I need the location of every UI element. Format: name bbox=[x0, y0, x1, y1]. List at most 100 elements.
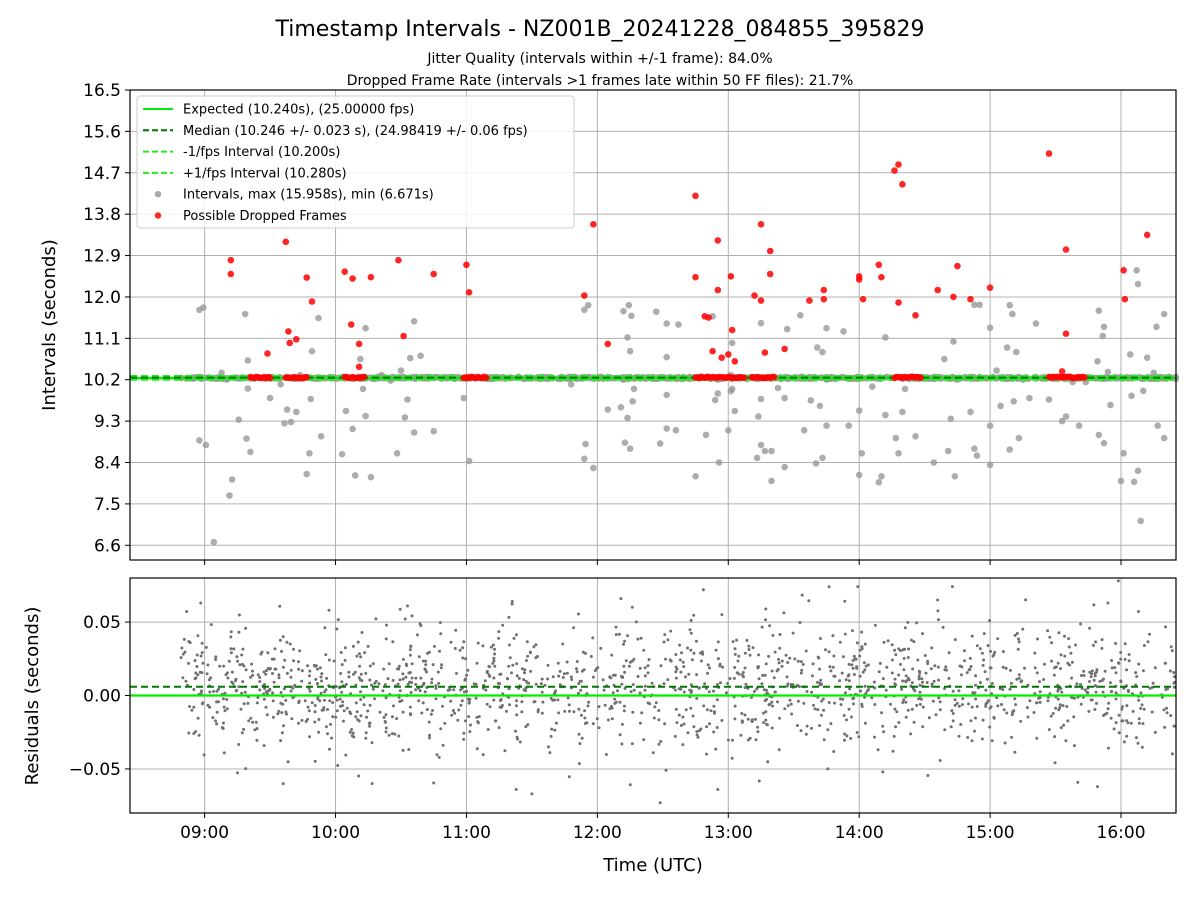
interval-point bbox=[797, 312, 804, 319]
residual-point bbox=[811, 662, 815, 666]
residual-point bbox=[196, 673, 200, 677]
residual-point bbox=[1114, 691, 1118, 695]
residual-point bbox=[812, 703, 815, 707]
residual-point bbox=[554, 689, 557, 693]
residual-point bbox=[894, 653, 898, 657]
residual-point bbox=[354, 715, 358, 719]
residual-point bbox=[501, 623, 505, 627]
residual-point bbox=[675, 721, 679, 725]
residual-point bbox=[351, 731, 355, 735]
residual-point bbox=[827, 701, 831, 704]
interval-point bbox=[814, 344, 821, 351]
residual-point bbox=[821, 697, 825, 701]
dropped-frame-point bbox=[264, 350, 271, 357]
residual-point bbox=[419, 676, 423, 680]
residual-point bbox=[525, 640, 529, 644]
residual-point bbox=[249, 675, 252, 679]
residual-point bbox=[902, 656, 906, 660]
residual-point bbox=[733, 666, 737, 669]
residual-point bbox=[1013, 697, 1017, 701]
residual-point bbox=[681, 743, 685, 747]
residual-point bbox=[720, 719, 724, 722]
interval-point bbox=[1045, 396, 1053, 403]
residual-point bbox=[802, 701, 806, 705]
residual-point bbox=[251, 669, 254, 673]
residual-point bbox=[790, 712, 794, 716]
residual-point bbox=[682, 690, 686, 694]
residual-point bbox=[720, 613, 724, 617]
residual-point bbox=[1074, 643, 1077, 647]
residual-point bbox=[200, 689, 203, 693]
residual-point bbox=[596, 666, 600, 670]
chart-subtitle-jitter: Jitter Quality (intervals within +/-1 fr… bbox=[426, 51, 772, 67]
interval-point bbox=[675, 321, 682, 328]
residual-point bbox=[1062, 723, 1066, 727]
interval-point bbox=[1026, 394, 1033, 402]
residual-point bbox=[384, 726, 388, 730]
interval-point bbox=[617, 404, 625, 411]
residual-point bbox=[467, 715, 471, 719]
residual-point bbox=[622, 709, 626, 713]
residual-point bbox=[1057, 708, 1061, 712]
residual-point bbox=[659, 664, 663, 668]
residual-point bbox=[344, 682, 348, 686]
residual-point bbox=[320, 679, 323, 683]
interval-point bbox=[855, 407, 863, 414]
residual-point bbox=[1038, 680, 1041, 684]
residual-point bbox=[217, 687, 221, 691]
residual-point bbox=[1088, 626, 1092, 630]
residual-point bbox=[1094, 640, 1097, 644]
residual-point bbox=[689, 648, 693, 652]
residual-point bbox=[907, 647, 910, 651]
residual-point bbox=[1035, 736, 1039, 740]
interval-point bbox=[1137, 517, 1144, 525]
residual-point bbox=[262, 697, 266, 701]
legend-label: Expected (10.240s), (25.00000 fps) bbox=[183, 103, 414, 118]
residual-point bbox=[1165, 706, 1169, 710]
residual-point bbox=[832, 750, 836, 753]
residual-point bbox=[357, 719, 361, 723]
interval-point bbox=[1095, 431, 1103, 439]
residual-point bbox=[497, 636, 501, 640]
residual-point bbox=[704, 687, 708, 690]
residual-point bbox=[520, 710, 524, 714]
residual-point bbox=[452, 688, 456, 692]
residual-point bbox=[281, 702, 285, 706]
residual-point bbox=[474, 696, 478, 700]
dropped-frame-point bbox=[757, 297, 765, 304]
top-y-tick-label: 7.5 bbox=[94, 495, 121, 515]
residual-point bbox=[791, 631, 795, 635]
residual-point bbox=[1125, 668, 1129, 672]
residual-point bbox=[674, 653, 678, 656]
residual-point bbox=[488, 705, 492, 709]
residual-point bbox=[282, 724, 285, 728]
residual-point bbox=[1098, 679, 1102, 683]
interval-point bbox=[315, 314, 322, 322]
residual-point bbox=[251, 720, 255, 724]
residual-point bbox=[244, 626, 248, 630]
dropped-frame-point bbox=[463, 261, 470, 269]
interval-point bbox=[1104, 368, 1112, 376]
residual-point bbox=[516, 737, 519, 741]
residual-point bbox=[1015, 677, 1019, 681]
residual-point bbox=[1101, 677, 1105, 681]
residual-point bbox=[882, 730, 886, 734]
residual-point bbox=[974, 683, 978, 687]
dropped-frame-point bbox=[692, 192, 699, 200]
residual-point bbox=[866, 663, 870, 667]
residual-point bbox=[575, 667, 578, 671]
dropped-frame-point bbox=[341, 268, 349, 276]
residual-point bbox=[699, 727, 703, 731]
residual-point bbox=[636, 637, 640, 641]
residual-point bbox=[960, 703, 964, 707]
residual-point bbox=[971, 691, 975, 695]
residual-point bbox=[851, 666, 855, 670]
residual-point bbox=[313, 720, 317, 724]
residual-point bbox=[550, 727, 554, 731]
residual-point bbox=[949, 725, 953, 729]
residual-point bbox=[492, 698, 496, 702]
residual-point bbox=[824, 648, 827, 652]
residual-point bbox=[199, 654, 203, 658]
residual-point bbox=[1095, 701, 1098, 705]
residual-point bbox=[911, 667, 915, 671]
